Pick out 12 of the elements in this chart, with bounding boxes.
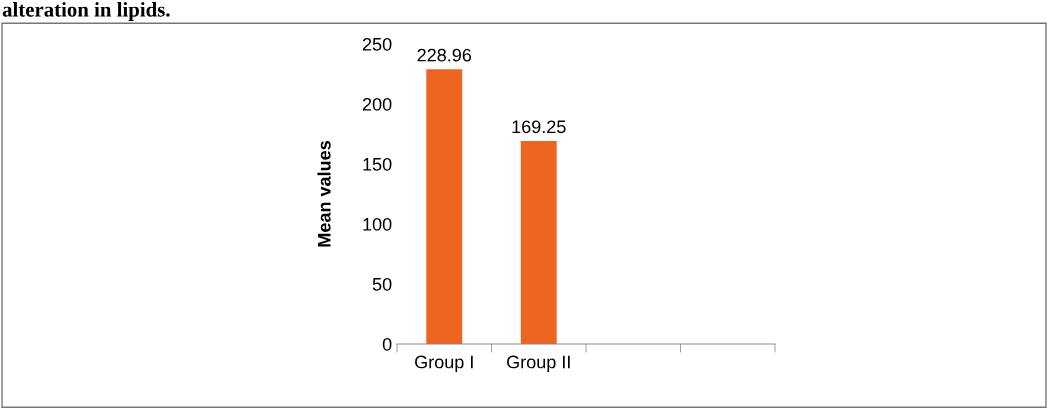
y-tick-label: 250 xyxy=(362,37,392,51)
y-tick-label: 50 xyxy=(372,277,392,291)
y-tick-label: 200 xyxy=(362,97,392,111)
x-tick-label: Group I xyxy=(415,355,473,372)
x-tick-label: Group II xyxy=(507,355,570,372)
y-tick-label: 0 xyxy=(382,337,392,351)
y-tick-label: 100 xyxy=(363,217,392,231)
text: alteration in lipids. xyxy=(2,2,170,21)
data-label: 228.96 xyxy=(417,48,472,62)
y-tick-label: 150 xyxy=(363,157,392,171)
data-label: 169.25 xyxy=(512,120,566,134)
y-axis-title: Mean values xyxy=(317,141,331,247)
